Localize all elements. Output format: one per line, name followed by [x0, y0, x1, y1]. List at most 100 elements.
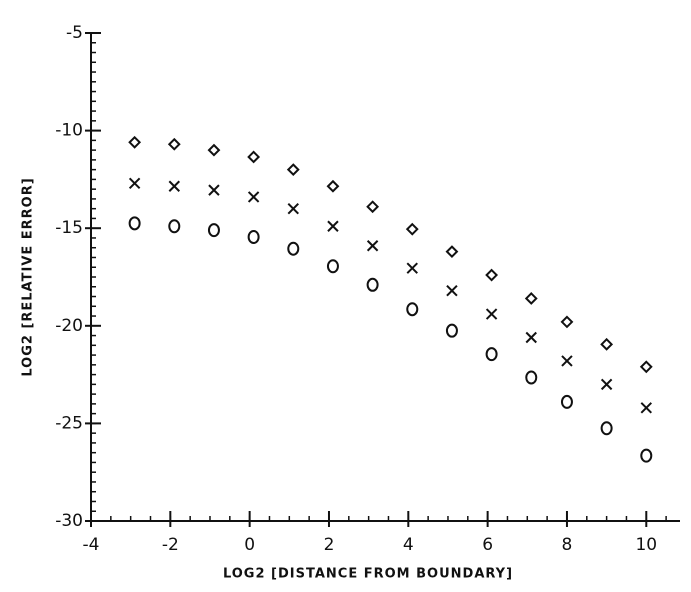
diamond-marker [366, 200, 380, 214]
x-tick-label: -2 [162, 535, 179, 555]
circle-marker [247, 229, 260, 244]
point [366, 240, 379, 252]
point [128, 216, 141, 231]
x-stroke [600, 378, 613, 391]
x-stroke [485, 308, 498, 320]
circle-marker [600, 421, 613, 436]
point [247, 150, 261, 164]
point [167, 137, 181, 151]
point [446, 284, 458, 297]
diamond-marker [128, 135, 142, 149]
diamond-marker [405, 222, 419, 236]
point [640, 448, 653, 463]
diamond-marker [326, 179, 340, 193]
x-stroke [128, 177, 141, 190]
point [406, 302, 419, 317]
point [168, 180, 181, 192]
point [247, 191, 260, 203]
point [640, 402, 652, 414]
point [208, 184, 220, 196]
point [600, 378, 613, 391]
point [600, 421, 613, 436]
x-tick-label: 6 [482, 535, 493, 555]
x-tick-label: 8 [562, 535, 573, 555]
circle-marker [485, 347, 498, 362]
point [524, 292, 538, 305]
point [560, 315, 574, 329]
point [485, 308, 498, 320]
point [445, 323, 458, 338]
circle-marker [207, 223, 220, 238]
diamond-marker [207, 143, 221, 157]
x-tick-label: 10 [635, 535, 657, 555]
point [525, 370, 538, 385]
x-stroke [327, 220, 339, 232]
circle-marker [525, 370, 538, 385]
point [406, 262, 418, 274]
point [639, 360, 653, 374]
diamond-marker [485, 268, 499, 282]
point [326, 259, 339, 274]
x-stroke [247, 191, 260, 203]
circle-marker [128, 216, 141, 231]
y-tick-label: -25 [55, 413, 83, 433]
x-stroke [525, 331, 537, 344]
circle-marker [445, 323, 458, 338]
circle-marker [640, 448, 653, 463]
point [128, 177, 141, 190]
diamond-marker [600, 337, 614, 351]
diamond-marker [639, 360, 653, 374]
x-stroke [446, 284, 458, 297]
x-stroke [366, 240, 379, 252]
point [485, 268, 499, 282]
point [366, 277, 379, 292]
diamond-marker [524, 292, 538, 305]
y-tick-label: -30 [55, 511, 83, 531]
diamond-marker [445, 245, 459, 259]
point [600, 337, 614, 351]
point [485, 347, 498, 362]
x-stroke [640, 402, 652, 414]
point [326, 179, 340, 193]
x-stroke [208, 184, 220, 196]
x-stroke [168, 180, 181, 192]
circle-marker [287, 241, 300, 256]
diamond-marker [560, 315, 574, 329]
y-axis-label: LOG2 [RELATIVE ERROR] [21, 177, 36, 376]
x-tick-label: -4 [83, 535, 100, 555]
circle-marker [406, 302, 419, 317]
point [286, 163, 300, 177]
diamond-marker [247, 150, 261, 164]
point [287, 202, 299, 215]
x-tick-label: 2 [324, 535, 335, 555]
circle-marker [326, 259, 339, 274]
diamond-marker [167, 137, 181, 151]
point [128, 135, 142, 149]
point [168, 219, 181, 234]
y-tick-label: -15 [55, 218, 83, 238]
point [560, 394, 573, 409]
point [366, 200, 380, 214]
x-stroke [287, 202, 299, 215]
y-tick-label: -5 [66, 23, 83, 43]
y-tick-label: -20 [55, 316, 83, 336]
point [561, 355, 573, 367]
point [525, 331, 537, 344]
y-tick-label: -10 [55, 121, 83, 141]
x-axis-label: LOG2 [DISTANCE FROM BOUNDARY] [223, 567, 513, 582]
circle-marker [168, 219, 181, 234]
point [327, 220, 339, 232]
x-stroke [561, 355, 573, 367]
point [445, 245, 459, 259]
x-stroke [406, 262, 418, 274]
point [247, 229, 260, 244]
point [207, 143, 221, 157]
x-tick-label: 4 [403, 535, 414, 555]
diamond-marker [286, 163, 300, 177]
point [287, 241, 300, 256]
circle-marker [560, 394, 573, 409]
x-tick-label: 0 [244, 535, 255, 555]
circle-marker [366, 277, 379, 292]
point [207, 223, 220, 238]
